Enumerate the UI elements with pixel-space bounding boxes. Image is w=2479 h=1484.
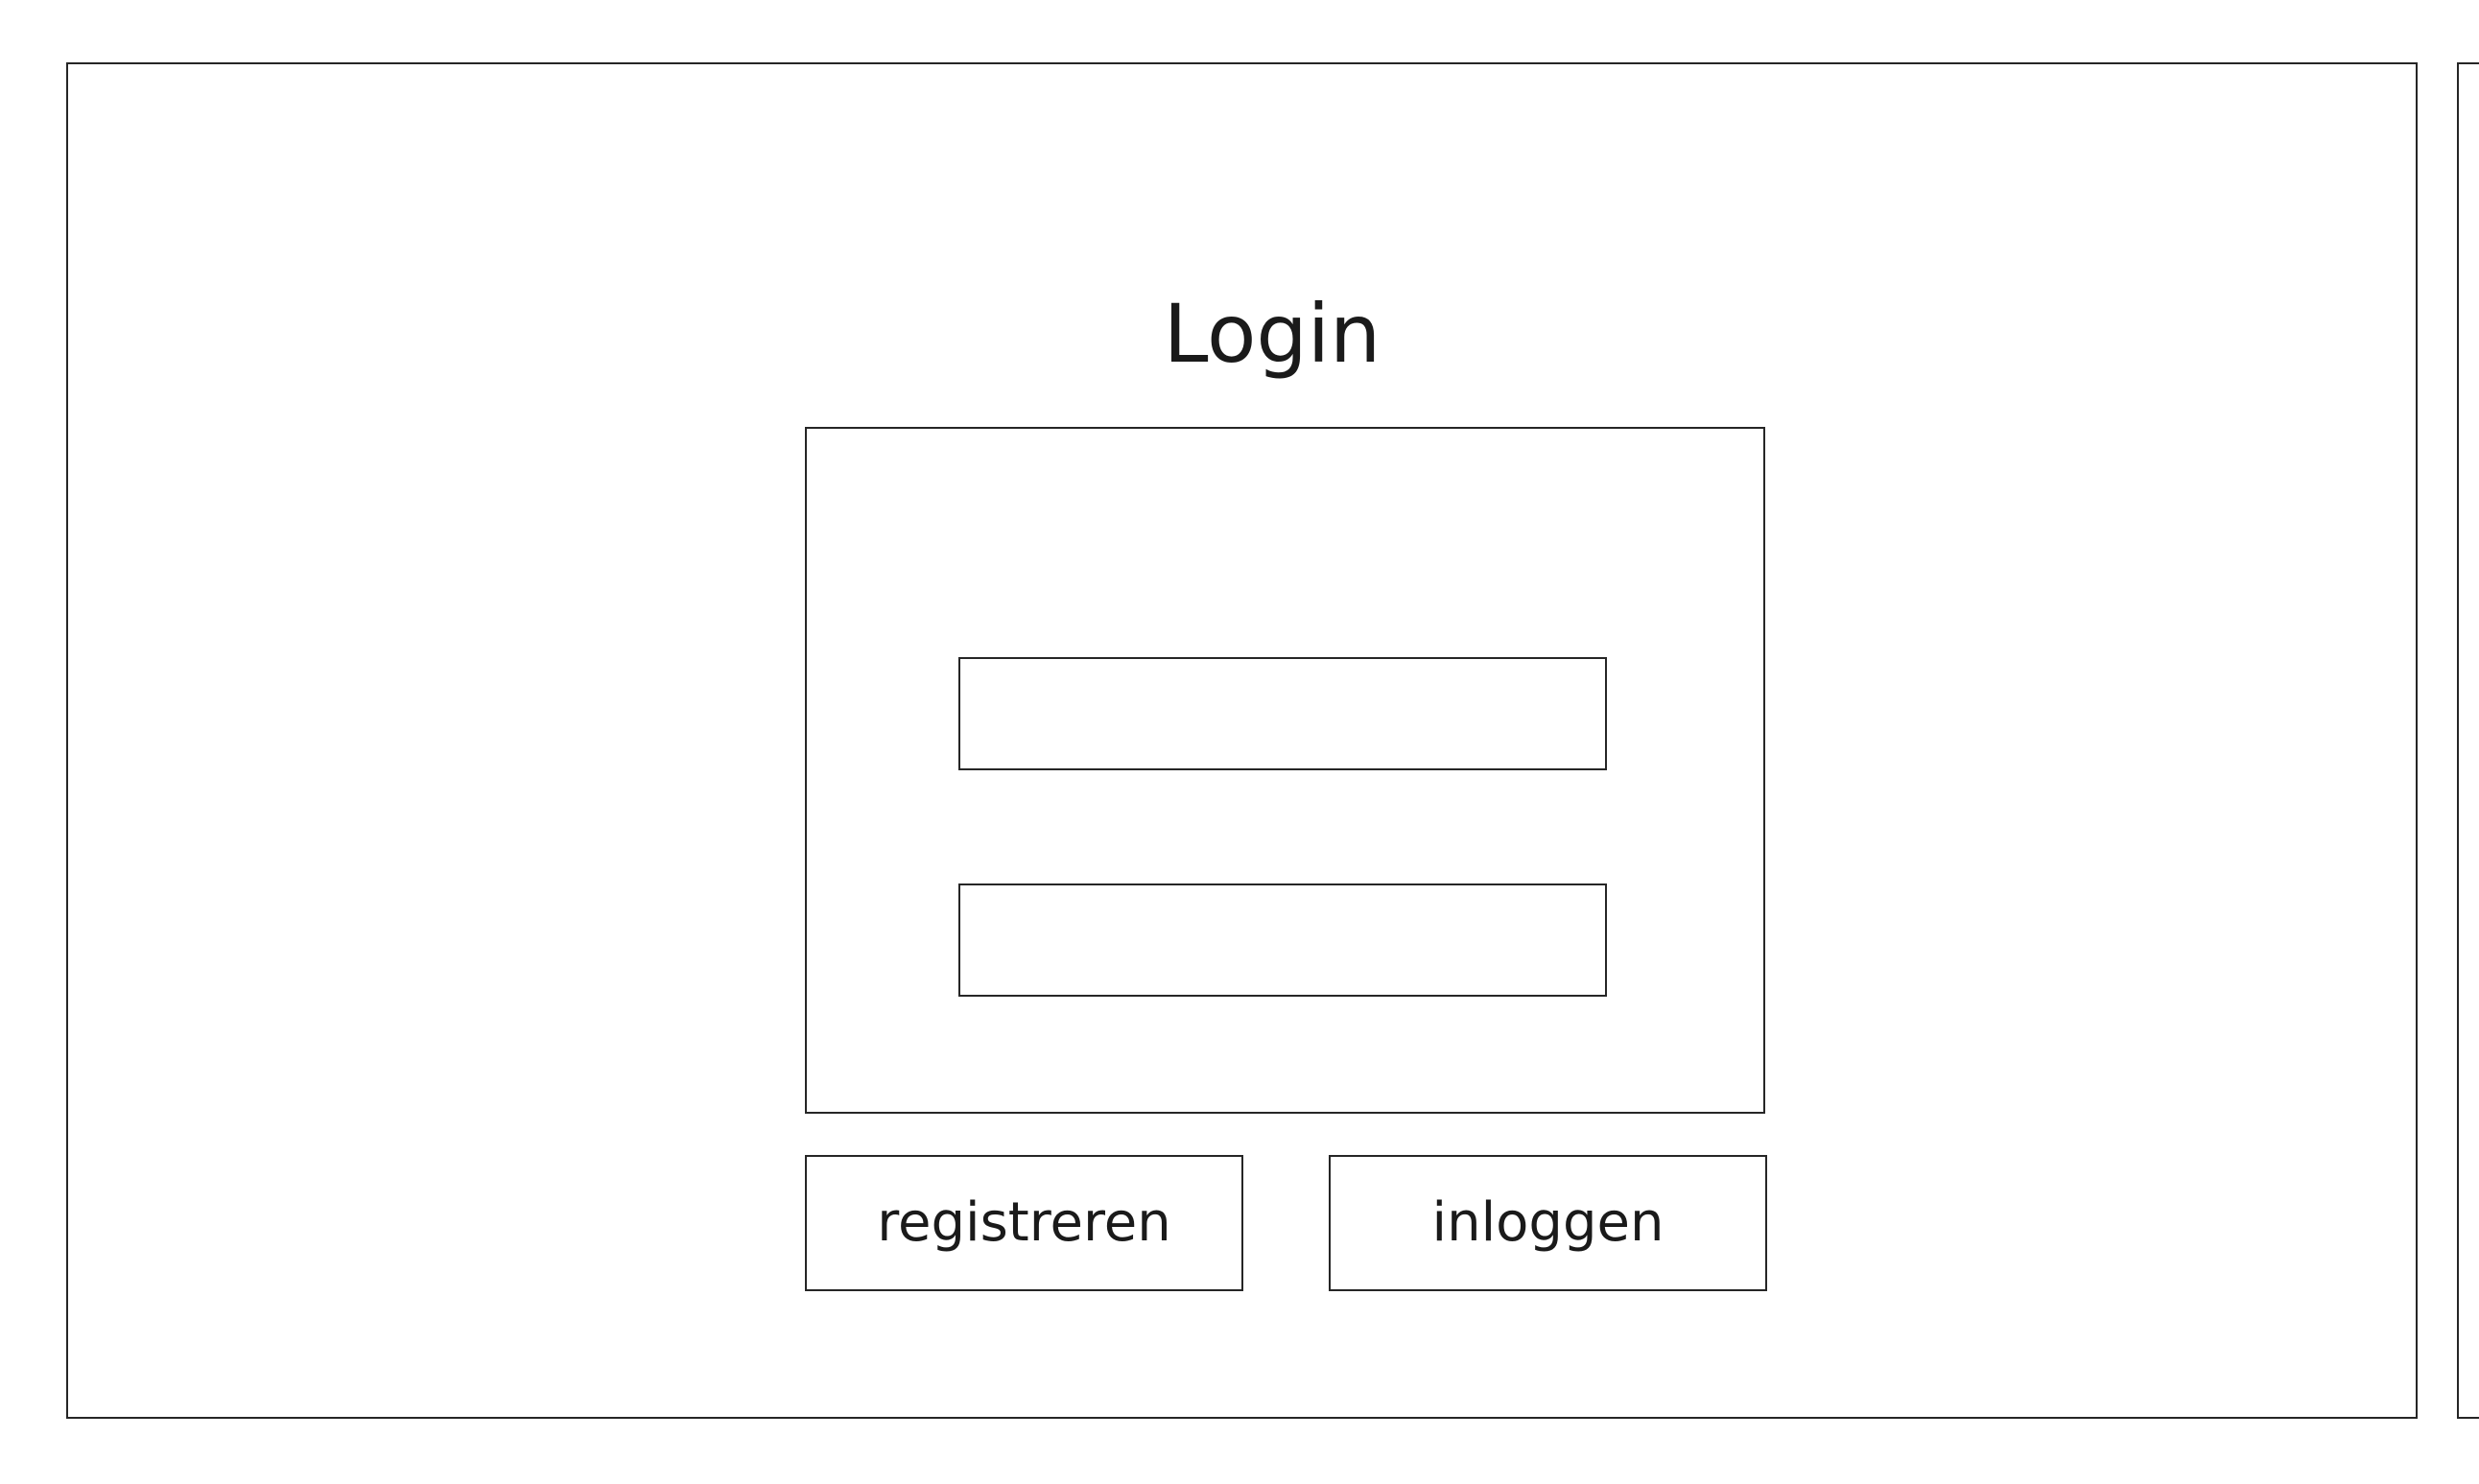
login-button[interactable]: inloggen xyxy=(1329,1155,1767,1291)
password-field[interactable] xyxy=(958,883,1607,997)
page-title: Login xyxy=(1163,287,1381,381)
login-form-panel xyxy=(805,427,1765,1114)
register-button[interactable]: registreren xyxy=(805,1155,1243,1291)
next-screen-frame-edge xyxy=(2457,62,2479,1419)
username-field[interactable] xyxy=(958,657,1607,770)
